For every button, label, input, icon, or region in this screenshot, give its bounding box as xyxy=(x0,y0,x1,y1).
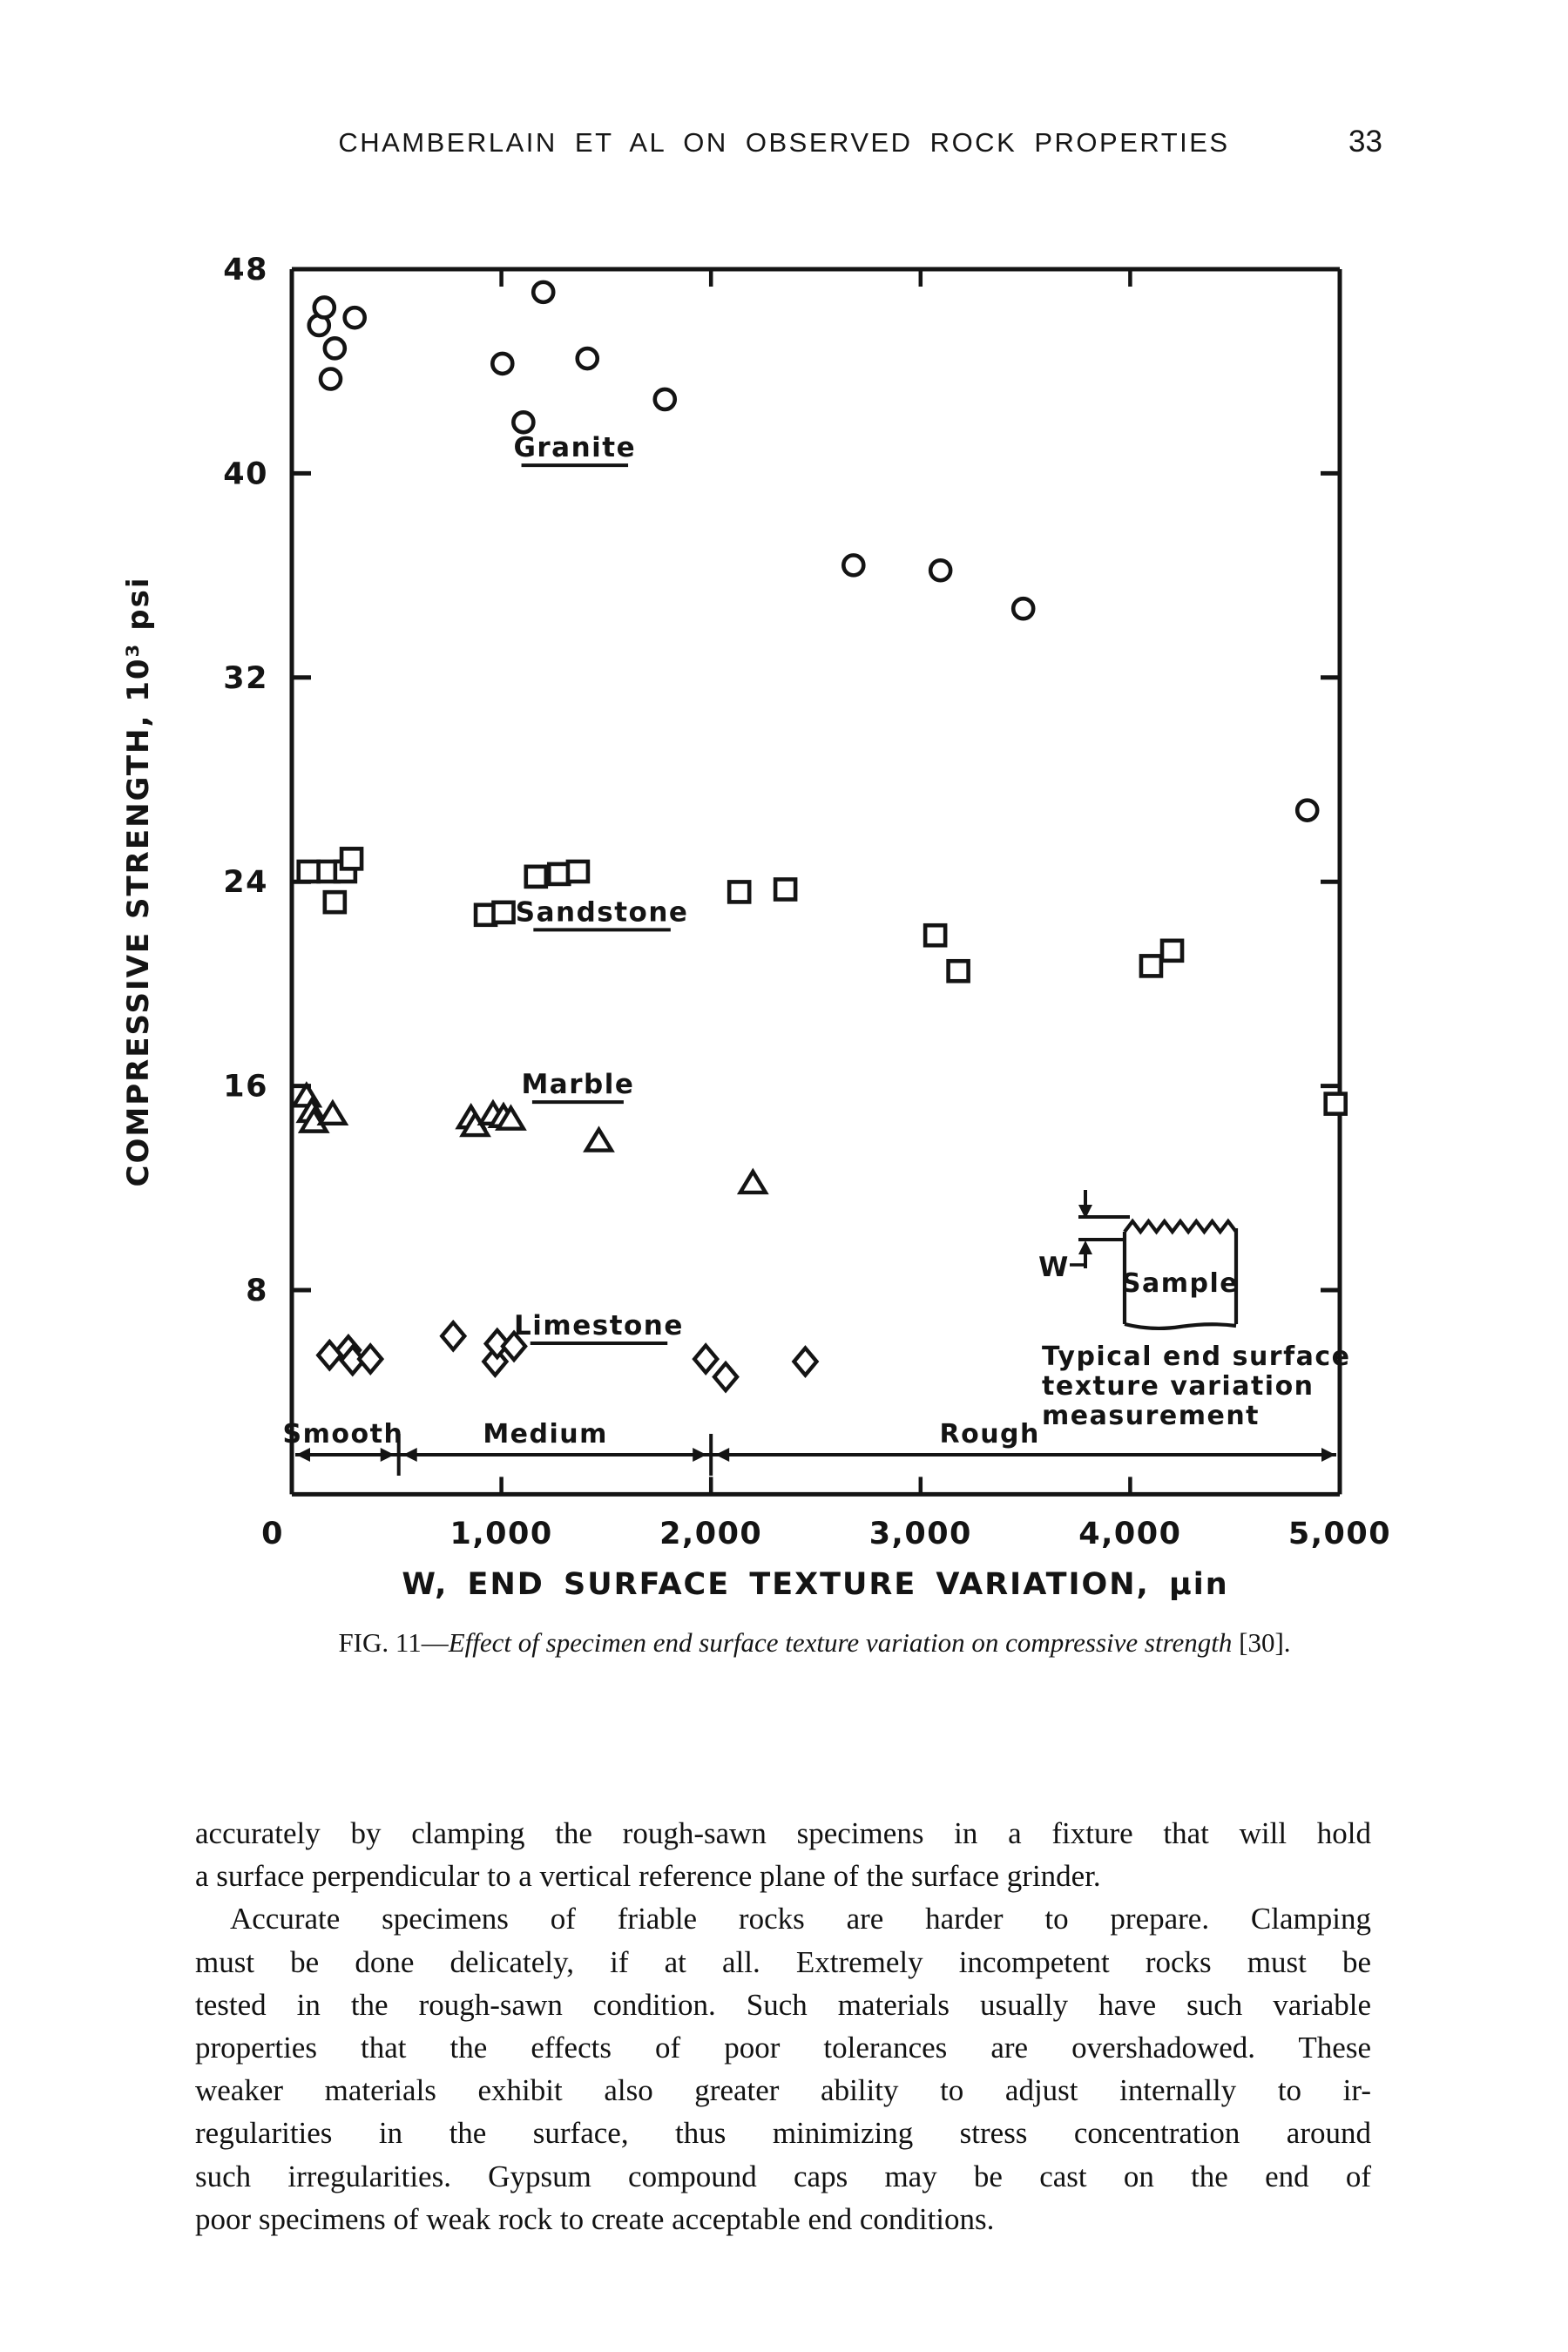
granite-data-point xyxy=(841,553,866,578)
marble-data-point xyxy=(316,1098,349,1126)
marble-data-point xyxy=(495,1104,527,1131)
limestone-data-point xyxy=(712,1360,740,1394)
sandstone-data-point xyxy=(923,923,948,948)
body-line: tested in the rough-sawn condition. Such… xyxy=(195,1987,1371,2022)
limestone-data-point xyxy=(356,1342,385,1376)
bracket-arrow-into-divider xyxy=(715,1448,730,1462)
w-dim-arrowhead-down xyxy=(1078,1205,1092,1219)
sandstone-data-point xyxy=(773,877,798,902)
bracket-arrow-into-divider xyxy=(380,1448,395,1462)
granite-data-point xyxy=(511,409,536,435)
figure-caption-text: Effect of specimen end surface texture v… xyxy=(448,1627,1233,1658)
sandstone-data-point xyxy=(1159,938,1185,963)
body-line: properties that the effects of poor tole… xyxy=(195,2031,1371,2065)
sandstone-data-point xyxy=(565,859,591,884)
granite-series-label: Granite xyxy=(513,432,636,463)
body-line: weaker materials exhibit also greater ab… xyxy=(195,2073,1371,2108)
y-axis-title: COMPRESSIVE STRENGTH, 10³ psi xyxy=(121,576,156,1186)
y-tick-label: 48 xyxy=(223,253,268,287)
sandstone-data-point xyxy=(946,958,970,983)
sandstone-series-label: Sandstone xyxy=(516,896,689,928)
limestone-data-point xyxy=(483,1327,511,1361)
inset-caption-line: measurement xyxy=(1042,1401,1260,1431)
w-dimension-label: W xyxy=(1038,1252,1070,1283)
figure-11-scatter-chart: 8 16 24 32 40 48 0 1,000 2,000 3,000 4,000 5,000 COM… xyxy=(121,253,1391,1602)
x-tick-label: 3,000 xyxy=(869,1517,972,1551)
sandstone-data-point xyxy=(322,889,348,915)
x-axis-title: W, END SURFACE TEXTURE VARIATION, μin xyxy=(402,1567,1228,1602)
limestone-data-point xyxy=(500,1329,528,1363)
region-label-smooth: Smooth xyxy=(283,1419,404,1450)
granite-data-point xyxy=(312,295,337,320)
granite-data-point xyxy=(490,351,515,376)
limestone-data-point xyxy=(315,1338,344,1372)
figure-caption-ref: [30]. xyxy=(1232,1627,1291,1658)
body-line: accurately by clamping the rough-sawn sp… xyxy=(195,1816,1371,1850)
body-line: regularities in the surface, thus minimi… xyxy=(195,2116,1371,2151)
x-tick-label: 5,000 xyxy=(1288,1517,1391,1551)
region-label-medium: Medium xyxy=(483,1419,608,1450)
granite-data-point xyxy=(318,367,343,391)
granite-data-point xyxy=(928,558,953,583)
limestone-data-point xyxy=(439,1319,468,1353)
sample-box-zigzag-top xyxy=(1123,1218,1238,1235)
granite-data-point xyxy=(575,346,600,371)
inset-caption-line: Typical end surface xyxy=(1042,1342,1351,1372)
limestone-data-point xyxy=(791,1345,820,1378)
granite-data-point xyxy=(652,387,678,412)
x-tick-label: 1,000 xyxy=(449,1517,552,1551)
body-line: such irregularities. Gypsum compound cap… xyxy=(195,2159,1371,2193)
sandstone-data-point xyxy=(1139,954,1164,978)
body-line: Accurate specimens of friable rocks are … xyxy=(230,1902,1371,1936)
y-tick-label: 32 xyxy=(223,661,268,696)
limestone-data-point xyxy=(692,1342,720,1376)
sample-label: Sample xyxy=(1122,1268,1239,1299)
marble-data-point xyxy=(736,1167,769,1195)
sandstone-data-point xyxy=(339,847,364,871)
body-line: must be done delicately, if at all. Extr… xyxy=(195,1944,1371,1979)
y-tick-label: 8 xyxy=(246,1274,268,1308)
y-tick-label: 24 xyxy=(223,865,268,900)
bracket-arrow-right-end xyxy=(1321,1448,1335,1462)
figure-caption-number: FIG. 11 xyxy=(338,1627,422,1658)
y-tick-label: 40 xyxy=(223,456,268,491)
sandstone-data-point xyxy=(491,900,516,925)
granite-data-point xyxy=(531,280,556,305)
granite-data-point xyxy=(322,336,348,361)
running-head: CHAMBERLAIN ET AL ON OBSERVED ROCK PROPE… xyxy=(0,125,1568,166)
limestone-series-label: Limestone xyxy=(514,1310,684,1342)
y-tick-label: 16 xyxy=(223,1070,268,1105)
region-label-rough: Rough xyxy=(939,1419,1039,1450)
marble-series-label: Marble xyxy=(521,1069,634,1100)
sandstone-data-point xyxy=(727,880,752,904)
marble-data-point xyxy=(583,1125,615,1152)
x-tick-label: 4,000 xyxy=(1078,1517,1181,1551)
granite-data-point xyxy=(1010,596,1036,621)
body-line: a surface perpendicular to a vertical re… xyxy=(195,1859,1101,1894)
w-label-connector xyxy=(1070,1259,1087,1267)
figure-caption: FIG. 11—Effect of specimen end surface t… xyxy=(131,1627,1498,1659)
sandstone-data-point xyxy=(524,864,549,889)
body-line: poor specimens of weak rock to create ac… xyxy=(195,2201,995,2236)
sample-box-bottom xyxy=(1124,1321,1237,1330)
w-dim-arrowhead-up xyxy=(1078,1240,1092,1254)
sandstone-data-point xyxy=(296,859,321,884)
x-tick-label: 2,000 xyxy=(659,1517,762,1551)
page-title: CHAMBERLAIN ET AL ON OBSERVED ROCK PROPE… xyxy=(338,127,1230,158)
page-number: 33 xyxy=(1348,125,1382,159)
bracket-arrow-into-divider xyxy=(402,1448,417,1462)
inset-caption-line: texture variation xyxy=(1042,1371,1315,1402)
x-tick-label: 0 xyxy=(261,1517,284,1551)
figure-caption-dash: — xyxy=(421,1627,449,1658)
bracket-arrow-left-end xyxy=(296,1448,310,1462)
granite-data-point xyxy=(342,305,367,330)
body-text: accurately by clamping the rough-sawn sp… xyxy=(195,1812,1371,2240)
sandstone-data-point xyxy=(1323,1092,1348,1116)
granite-data-point xyxy=(1294,798,1320,822)
bracket-arrow-into-divider xyxy=(693,1448,707,1462)
